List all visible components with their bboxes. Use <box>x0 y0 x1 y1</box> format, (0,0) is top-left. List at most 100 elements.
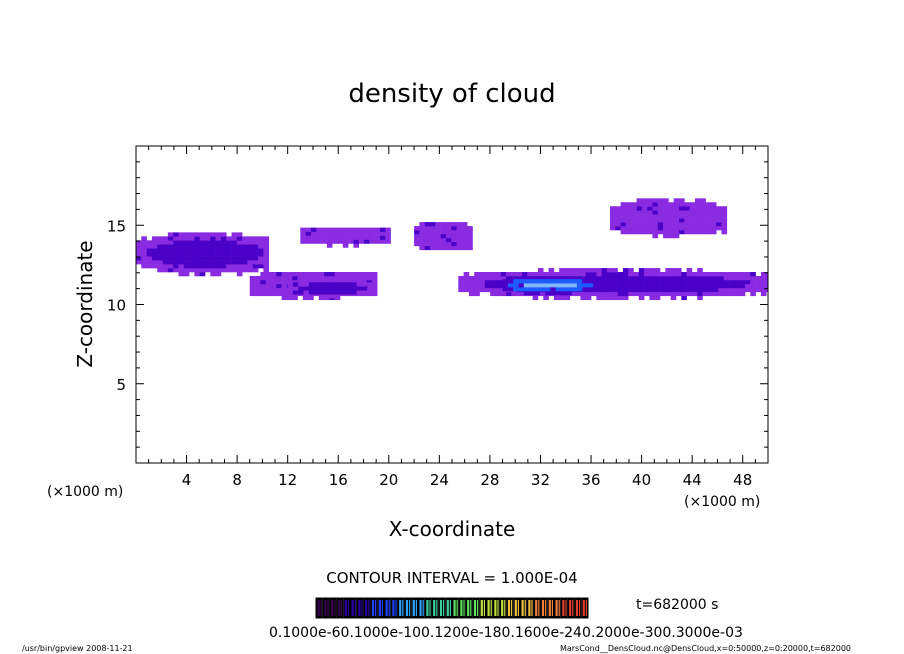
density-cell <box>236 252 243 257</box>
y-tick-label: 15 <box>107 217 126 235</box>
density-cell <box>555 287 562 292</box>
density-cell <box>760 272 767 277</box>
density-cell <box>247 244 254 249</box>
density-cell <box>585 295 592 301</box>
density-cell <box>654 295 661 301</box>
density-cell <box>511 291 518 297</box>
density-cell <box>631 222 637 227</box>
density-cell <box>167 256 174 261</box>
density-cell <box>260 275 266 281</box>
density-cell <box>559 295 565 301</box>
density-cell <box>265 291 272 297</box>
density-cell <box>215 264 222 269</box>
density-cell <box>146 240 153 245</box>
density-cell <box>236 272 243 277</box>
density-cell <box>215 236 222 241</box>
density-cell <box>276 275 282 281</box>
x-axis-label: X-coordinate <box>389 517 516 541</box>
density-cell <box>638 275 645 281</box>
density-cell <box>210 256 216 261</box>
density-cell <box>479 275 486 281</box>
density-cell <box>596 287 602 293</box>
density-cell <box>435 222 441 227</box>
density-cell <box>697 268 703 273</box>
density-cell <box>681 295 687 301</box>
density-cell <box>529 287 535 292</box>
density-cell <box>615 218 621 223</box>
density-cell <box>440 226 447 231</box>
density-cell <box>302 295 309 301</box>
density-cell <box>351 290 357 295</box>
density-cell <box>220 264 227 269</box>
density-cell <box>379 239 386 244</box>
density-cell <box>610 210 616 215</box>
density-cell <box>430 241 436 247</box>
density-cell <box>647 222 653 227</box>
colorbar-cell-b <box>483 600 485 616</box>
density-cell <box>178 256 185 261</box>
density-cell <box>660 275 666 281</box>
colorbar-cell <box>412 600 415 616</box>
colorbar-cell-b <box>443 600 445 616</box>
density-cell <box>330 282 336 287</box>
density-cell <box>151 256 158 261</box>
density-cell <box>371 275 378 281</box>
density-cell <box>435 245 441 251</box>
density-cell <box>694 198 701 203</box>
density-cell <box>451 233 457 239</box>
density-cell <box>636 198 643 203</box>
density-cell <box>670 291 677 297</box>
density-cell <box>620 222 627 227</box>
density-cell <box>710 202 717 207</box>
density-cell <box>440 237 447 243</box>
density-cell <box>305 231 312 236</box>
density-cell <box>750 272 756 277</box>
density-cell <box>670 283 677 289</box>
density-cell <box>660 287 666 293</box>
density-cell <box>587 283 594 288</box>
density-cell <box>189 236 195 241</box>
density-cell <box>694 214 701 219</box>
colorbar-cell <box>494 600 497 616</box>
density-cell <box>710 218 717 223</box>
density-cell <box>606 291 613 297</box>
density-cell <box>183 272 190 277</box>
density-cell <box>649 295 656 301</box>
density-cell <box>631 206 637 211</box>
density-cell <box>189 252 195 257</box>
density-cell <box>750 279 756 285</box>
density-cell <box>697 275 703 281</box>
density-cell <box>305 235 312 240</box>
density-cell <box>679 202 685 207</box>
density-cell <box>461 230 468 235</box>
density-cell <box>550 279 556 284</box>
density-cell <box>660 283 666 289</box>
density-cell <box>178 240 185 245</box>
density-cell <box>750 287 756 293</box>
density-cell <box>636 214 643 219</box>
density-cell <box>606 295 613 301</box>
density-cell <box>199 244 206 249</box>
colorbar-cell-b <box>422 600 424 616</box>
density-cell <box>652 226 659 231</box>
density-cell <box>157 260 163 265</box>
density-cell <box>596 279 602 285</box>
density-cell <box>242 252 248 257</box>
density-cell <box>694 230 701 235</box>
density-cell <box>326 227 333 232</box>
density-cell <box>622 279 629 285</box>
density-cell <box>668 214 675 219</box>
density-cell <box>663 202 669 207</box>
density-cell <box>324 275 330 281</box>
density-cell <box>194 236 201 241</box>
density-cell <box>689 222 696 227</box>
density-cell <box>199 248 206 253</box>
colorbar-cell <box>467 600 470 616</box>
density-cell <box>183 260 190 265</box>
density-cell <box>721 230 728 235</box>
density-cell <box>647 218 653 223</box>
colorbar-cell <box>514 600 517 616</box>
density-cell <box>506 291 512 297</box>
density-cell <box>286 279 293 285</box>
density-cell <box>183 248 190 253</box>
